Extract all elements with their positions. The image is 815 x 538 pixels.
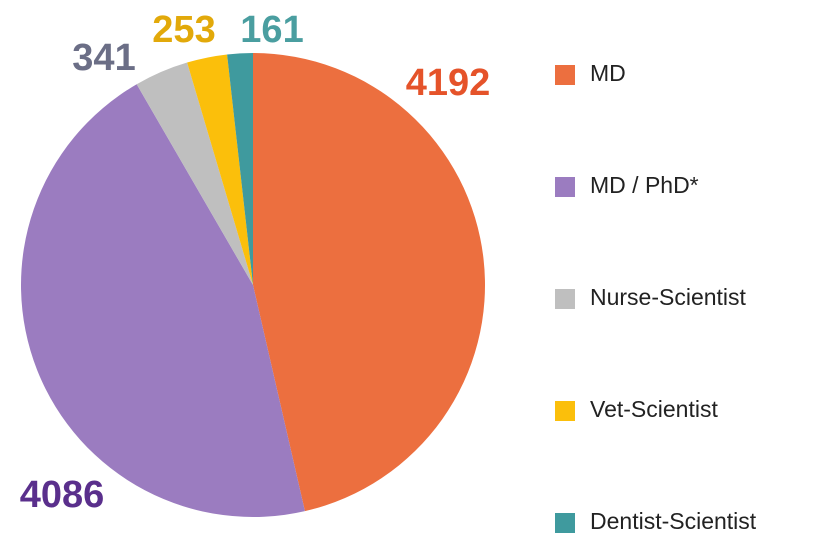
data-label: 253 bbox=[152, 9, 215, 51]
pie-slice bbox=[21, 84, 305, 517]
legend-label: MD / PhD* bbox=[590, 172, 699, 198]
legend-swatch bbox=[555, 513, 575, 533]
legend-label: MD bbox=[590, 60, 626, 86]
legend-swatch bbox=[555, 401, 575, 421]
pie-slice bbox=[187, 54, 253, 285]
legend-label: Nurse-Scientist bbox=[590, 284, 747, 310]
legend-swatch bbox=[555, 289, 575, 309]
legend-label: Vet-Scientist bbox=[590, 396, 718, 422]
legend-label: Dentist-Scientist bbox=[590, 508, 757, 534]
legend-swatch bbox=[555, 65, 575, 85]
pie-slice bbox=[227, 53, 253, 285]
data-label: 341 bbox=[72, 37, 135, 79]
data-label: 4192 bbox=[406, 62, 491, 104]
data-label: 4086 bbox=[20, 474, 105, 516]
legend-swatch bbox=[555, 177, 575, 197]
data-label: 161 bbox=[240, 9, 303, 51]
pie-slice bbox=[253, 53, 485, 512]
pie-slice bbox=[136, 62, 253, 285]
